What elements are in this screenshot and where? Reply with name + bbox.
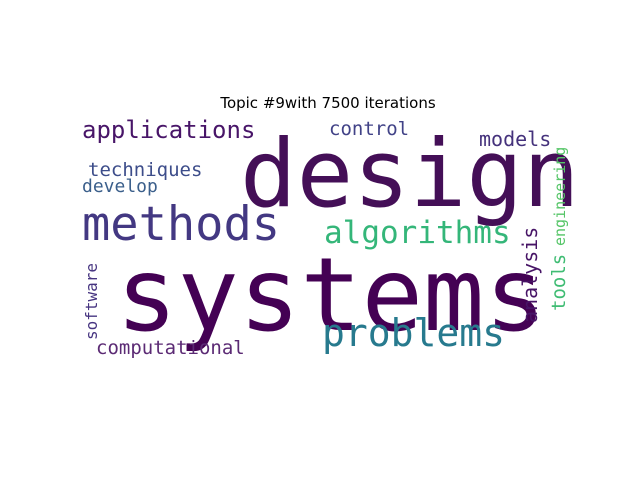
word-design: design [240, 120, 580, 229]
word-models: models [479, 127, 552, 151]
word-methods: methods [82, 197, 281, 252]
word-software: software [82, 262, 101, 340]
word-applications: applications [82, 116, 256, 144]
word-analysis: analysis [518, 226, 542, 323]
figure-title: Topic #9with 7500 iterations [220, 94, 436, 112]
word-engineering: engineering [551, 146, 569, 246]
word-control: control [329, 118, 410, 140]
word-cloud: design systems methods problems algorith… [80, 116, 580, 368]
word-problems: problems [322, 311, 506, 355]
word-systems: systems [116, 236, 546, 355]
word-tools: tools [548, 253, 570, 311]
word-techniques: techniques [88, 159, 203, 181]
word-develop: develop [82, 176, 158, 197]
word-algorithms: algorithms [324, 215, 511, 251]
word-computational: computational [96, 337, 245, 359]
